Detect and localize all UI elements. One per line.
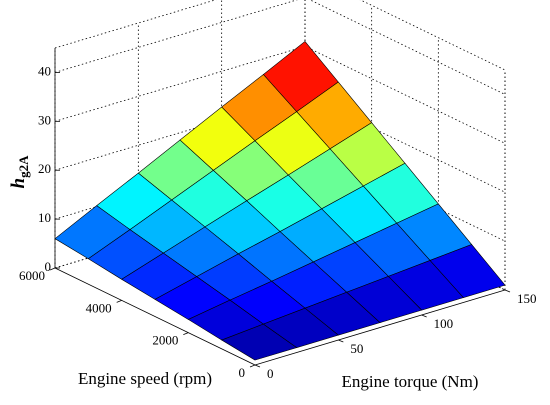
z-axis-label: hg2A <box>8 155 31 189</box>
z-tick-label: 20 <box>38 161 51 176</box>
x-tick <box>183 332 189 336</box>
y-tick <box>338 339 344 343</box>
x-axis-label: Engine speed (rpm) <box>78 369 212 388</box>
x-tick-label: 2000 <box>152 333 178 348</box>
grid-line <box>54 0 506 95</box>
x-tick <box>49 267 56 271</box>
y-tick <box>254 364 261 368</box>
x-tick <box>116 299 122 303</box>
surface-patch <box>220 323 298 361</box>
x-axis <box>54 267 256 366</box>
z-label-main: h <box>8 178 29 189</box>
y-tick-label: 50 <box>350 341 363 356</box>
y-axis <box>254 289 506 366</box>
z-tick-label: 0 <box>45 259 52 274</box>
y-tick <box>504 289 511 293</box>
x-tick-label: 0 <box>239 365 246 380</box>
y-axis-label: Engine torque (Nm) <box>342 372 479 391</box>
y-tick-label: 100 <box>434 316 454 331</box>
box-edge <box>54 0 217 49</box>
z-tick-label: 40 <box>38 63 51 78</box>
box-edge <box>359 0 506 71</box>
y-tick-label: 150 <box>517 291 537 306</box>
z-tick-label: 30 <box>38 112 51 127</box>
x-tick <box>249 364 256 368</box>
x-tick-label: 4000 <box>86 300 112 315</box>
z-tick-label: 10 <box>38 210 51 225</box>
y-tick <box>421 314 427 318</box>
y-tick-label: 0 <box>267 366 274 381</box>
z-label-sub: g2A <box>16 155 31 178</box>
x-tick-label: 6000 <box>19 268 45 283</box>
